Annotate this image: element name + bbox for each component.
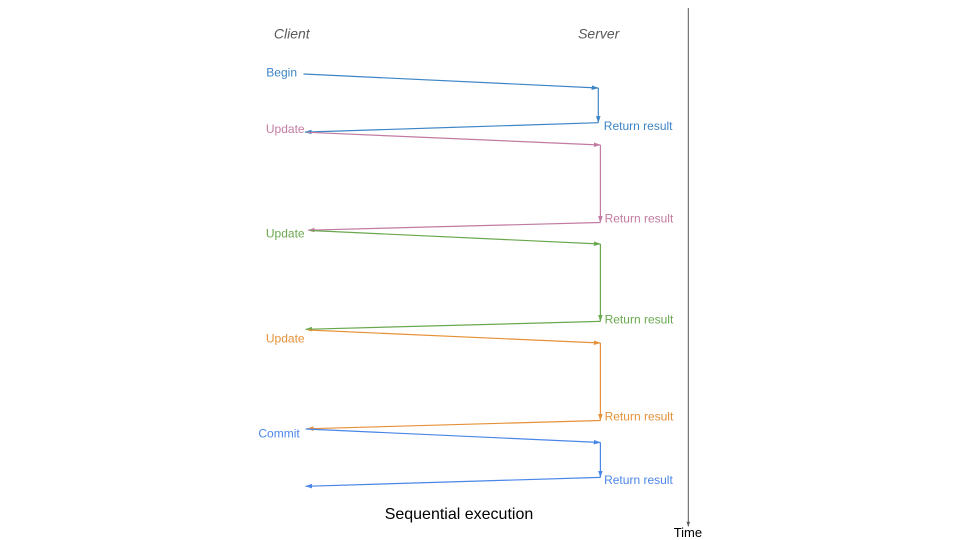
svg-text:Return result: Return result [605, 409, 674, 423]
svg-text:Update: Update [266, 122, 305, 136]
svg-text:Client: Client [274, 26, 311, 42]
svg-text:Time: Time [674, 525, 702, 540]
svg-text:Commit: Commit [258, 427, 300, 441]
svg-text:Begin: Begin [266, 65, 297, 79]
svg-text:Update: Update [266, 227, 305, 241]
svg-text:Sequential execution: Sequential execution [385, 506, 534, 523]
svg-text:Server: Server [578, 26, 621, 42]
svg-text:Return result: Return result [604, 119, 673, 133]
svg-text:Return result: Return result [605, 313, 674, 327]
svg-text:Update: Update [266, 332, 305, 346]
svg-text:Return result: Return result [605, 211, 674, 225]
svg-text:Return result: Return result [604, 473, 673, 487]
